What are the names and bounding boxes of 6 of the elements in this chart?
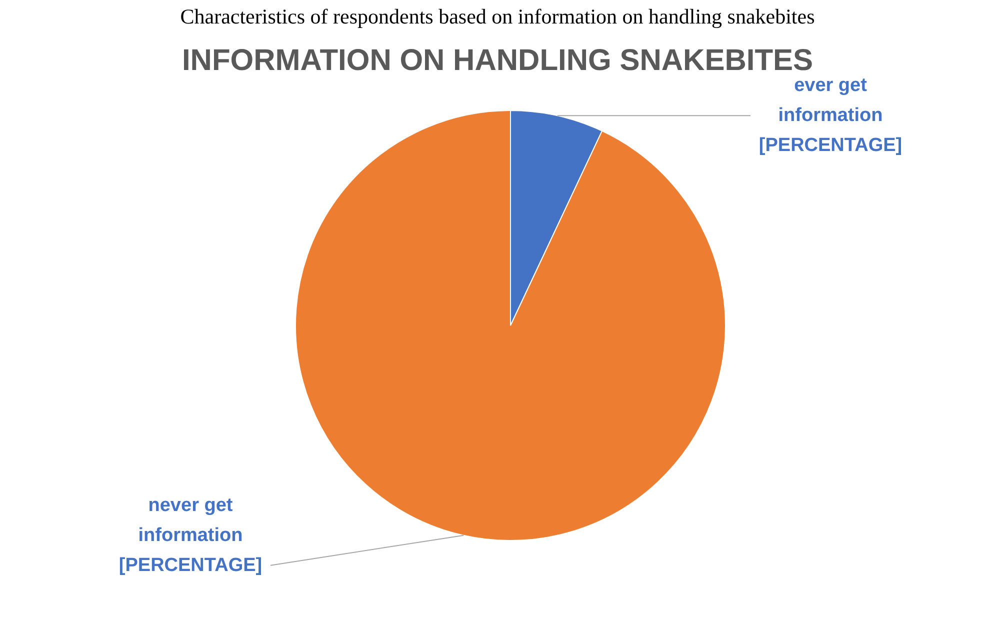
slice-label: ever get information bbox=[778, 75, 883, 126]
text: Characteristics of respondents based on information on handling snakebites bbox=[180, 4, 815, 28]
data-label: [PERCENTAGE] bbox=[118, 554, 262, 576]
slice-label: never get information bbox=[138, 494, 243, 546]
chart-title: INFORMATION ON HANDLING SNAKEBITES bbox=[182, 44, 814, 77]
data-label: [PERCENTAGE] bbox=[758, 135, 902, 156]
